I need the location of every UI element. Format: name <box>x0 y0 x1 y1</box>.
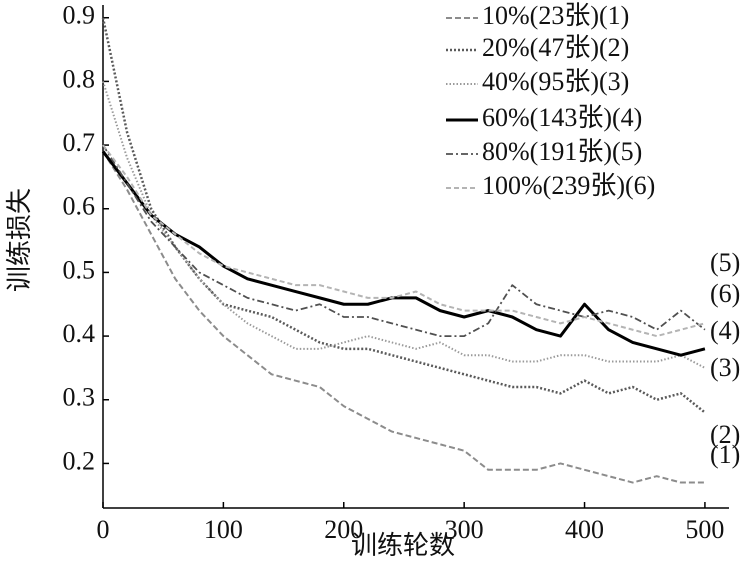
x-tick-label: 0 <box>97 515 110 544</box>
x-tick-label: 200 <box>324 515 363 544</box>
series-line <box>102 144 706 337</box>
x-tick-label: 400 <box>565 515 604 544</box>
legend-label: 100%(239张)(6) <box>482 171 655 200</box>
legend-label: 60%(143张)(4) <box>482 103 642 132</box>
series-end-label: (3) <box>710 353 740 382</box>
series-line <box>101 150 706 357</box>
y-tick-label: 0.3 <box>63 383 96 412</box>
x-axis-label: 训练轮数 <box>351 531 455 560</box>
legend-label: 80%(191张)(5) <box>482 137 642 166</box>
y-tick-label: 0.5 <box>63 255 96 284</box>
y-tick-label: 0.6 <box>63 192 96 221</box>
x-tick-label: 500 <box>685 515 724 544</box>
x-tick-label: 100 <box>204 515 243 544</box>
y-tick-label: 0.7 <box>63 128 96 157</box>
y-tick-label: 0.8 <box>63 64 96 93</box>
series-line <box>102 150 705 484</box>
series-end-label: (2) <box>710 420 740 449</box>
series-end-label: (4) <box>710 316 740 345</box>
series-end-label: (1) <box>710 440 740 469</box>
legend-label: 40%(95张)(3) <box>482 67 629 96</box>
series-end-label: (6) <box>710 279 740 308</box>
series-end-label: (5) <box>710 248 740 277</box>
legend-label: 20%(47张)(2) <box>482 33 629 62</box>
y-axis-label: 训练损失 <box>5 188 34 292</box>
y-tick-label: 0.2 <box>63 446 96 475</box>
x-tick-label: 300 <box>445 515 484 544</box>
y-tick-label: 0.4 <box>63 319 96 348</box>
legend-label: 10%(23张)(1) <box>482 1 629 30</box>
y-tick-label: 0.9 <box>63 1 96 30</box>
series-line <box>102 81 706 369</box>
